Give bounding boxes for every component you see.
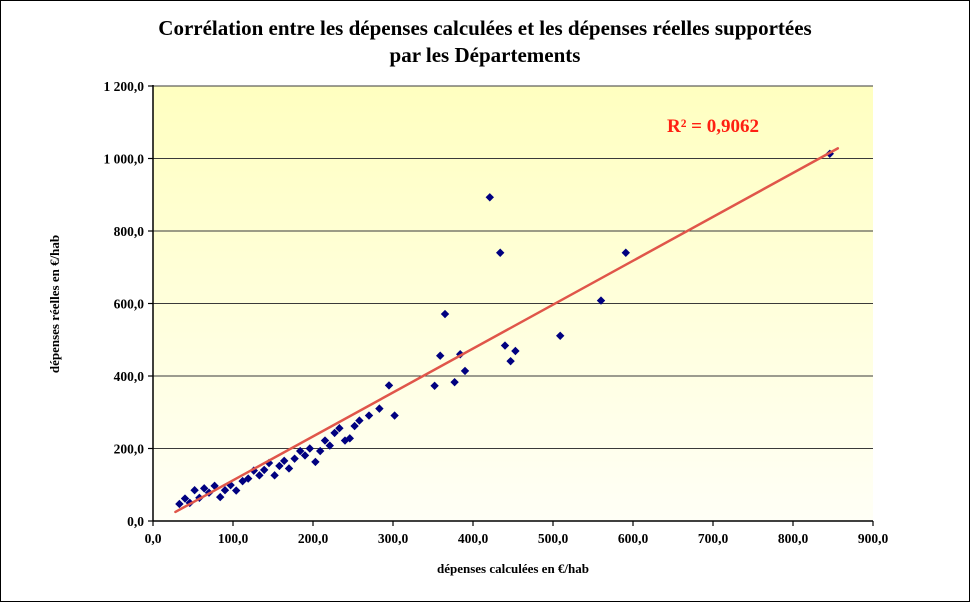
scatter-point <box>296 446 305 456</box>
y-tick-label: 600,0 <box>114 297 145 312</box>
scatter-point <box>290 454 299 463</box>
r-squared-annotation: R² = 0,9062 <box>667 116 759 137</box>
scatter-point <box>244 474 253 483</box>
trendline <box>174 147 840 514</box>
scatter-point <box>275 461 284 471</box>
scatter-point <box>232 486 241 495</box>
axes-and-ticks: 0,0 200,0 400,0 600,0 800,0 1 000,0 1 200,0 0,0… <box>104 79 889 546</box>
y-axis-label: dépenses réelles en €/hab <box>47 235 62 373</box>
x-tick-label: 300,0 <box>378 531 409 546</box>
scatter-point <box>384 381 394 390</box>
scatter-point <box>364 411 374 420</box>
scatter-point <box>390 411 399 420</box>
scatter-point <box>325 441 334 450</box>
scatter-point <box>200 484 209 493</box>
x-tick-label: 600,0 <box>618 531 649 546</box>
x-tick-label: 400,0 <box>458 531 489 546</box>
x-axis-label: dépenses calculées en €/hab <box>437 561 589 576</box>
scatter-point <box>284 464 294 473</box>
chart-title-line2: par les Départements <box>389 42 581 67</box>
y-tick-label: 200,0 <box>114 442 145 457</box>
scatter-point <box>255 471 264 480</box>
y-tick-label: 0,0 <box>127 514 144 529</box>
x-tick-label: 700,0 <box>698 531 729 546</box>
scatter-point <box>430 381 439 390</box>
y-tick-label: 800,0 <box>114 224 145 239</box>
y-tick-label: 400,0 <box>114 369 145 384</box>
scatter-point <box>260 465 269 475</box>
scatter-point <box>596 296 606 305</box>
x-tick-label: 800,0 <box>778 531 809 546</box>
scatter-point <box>220 485 230 495</box>
x-tick-label: 0,0 <box>145 531 162 546</box>
scatter-point <box>300 451 310 460</box>
scatter-point <box>320 436 330 445</box>
scatter-point <box>350 421 359 431</box>
scatter-point <box>335 424 344 433</box>
scatter-point <box>621 248 630 257</box>
scatter-point <box>305 444 314 453</box>
x-tick-label: 900,0 <box>858 531 889 546</box>
scatter-point <box>355 416 364 425</box>
scatter-point <box>311 457 320 467</box>
scatter-point <box>375 404 384 413</box>
scatter-point <box>460 366 470 376</box>
scatter-point <box>316 446 325 456</box>
x-tick-label: 100,0 <box>218 531 249 546</box>
scatter-point <box>511 346 520 356</box>
scatter-point <box>175 499 184 509</box>
y-tick-label: 1 200,0 <box>104 79 145 94</box>
scatter-point <box>556 331 565 340</box>
scatter-point <box>500 341 510 350</box>
scatter-point <box>345 434 354 443</box>
y-tick-label: 1 000,0 <box>104 152 145 167</box>
chart-title: Corrélation entre les dépenses calculées… <box>65 15 905 69</box>
scatter-point <box>496 248 505 257</box>
scatter-point <box>180 494 190 503</box>
scatter-point <box>436 351 445 360</box>
x-tick-label: 500,0 <box>538 531 569 546</box>
scatter-point <box>280 456 289 466</box>
chart-title-line1: Corrélation entre les dépenses calculées… <box>158 16 812 40</box>
scatter-point <box>190 485 199 495</box>
plot-area-and-gridlines <box>153 85 873 521</box>
scatter-point <box>450 377 459 387</box>
scatter-point <box>440 309 450 319</box>
scatter-point <box>270 471 279 480</box>
scatter-point <box>216 492 225 502</box>
scatter-point <box>485 193 494 202</box>
x-tick-label: 200,0 <box>298 531 329 546</box>
scatter-point <box>330 428 339 438</box>
